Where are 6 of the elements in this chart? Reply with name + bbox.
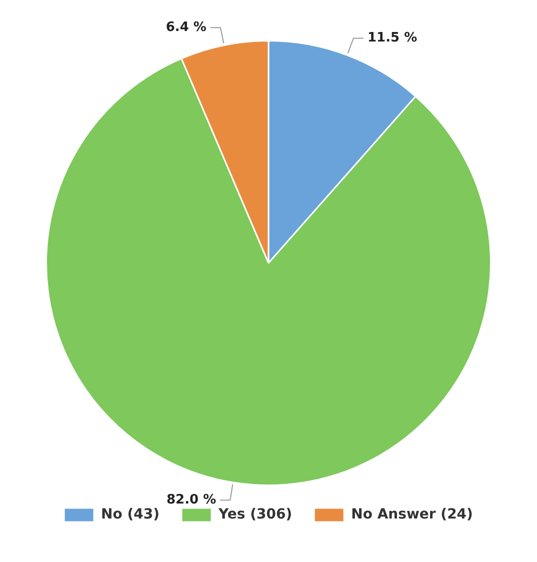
- legend-label: No Answer (24): [351, 506, 473, 523]
- data-label: 82.0 %: [166, 492, 216, 508]
- legend-label: Yes (306): [218, 506, 292, 523]
- legend-label: No (43): [101, 506, 160, 523]
- data-label: 6.4 %: [166, 20, 206, 35]
- data-label: 11.5 %: [368, 30, 418, 46]
